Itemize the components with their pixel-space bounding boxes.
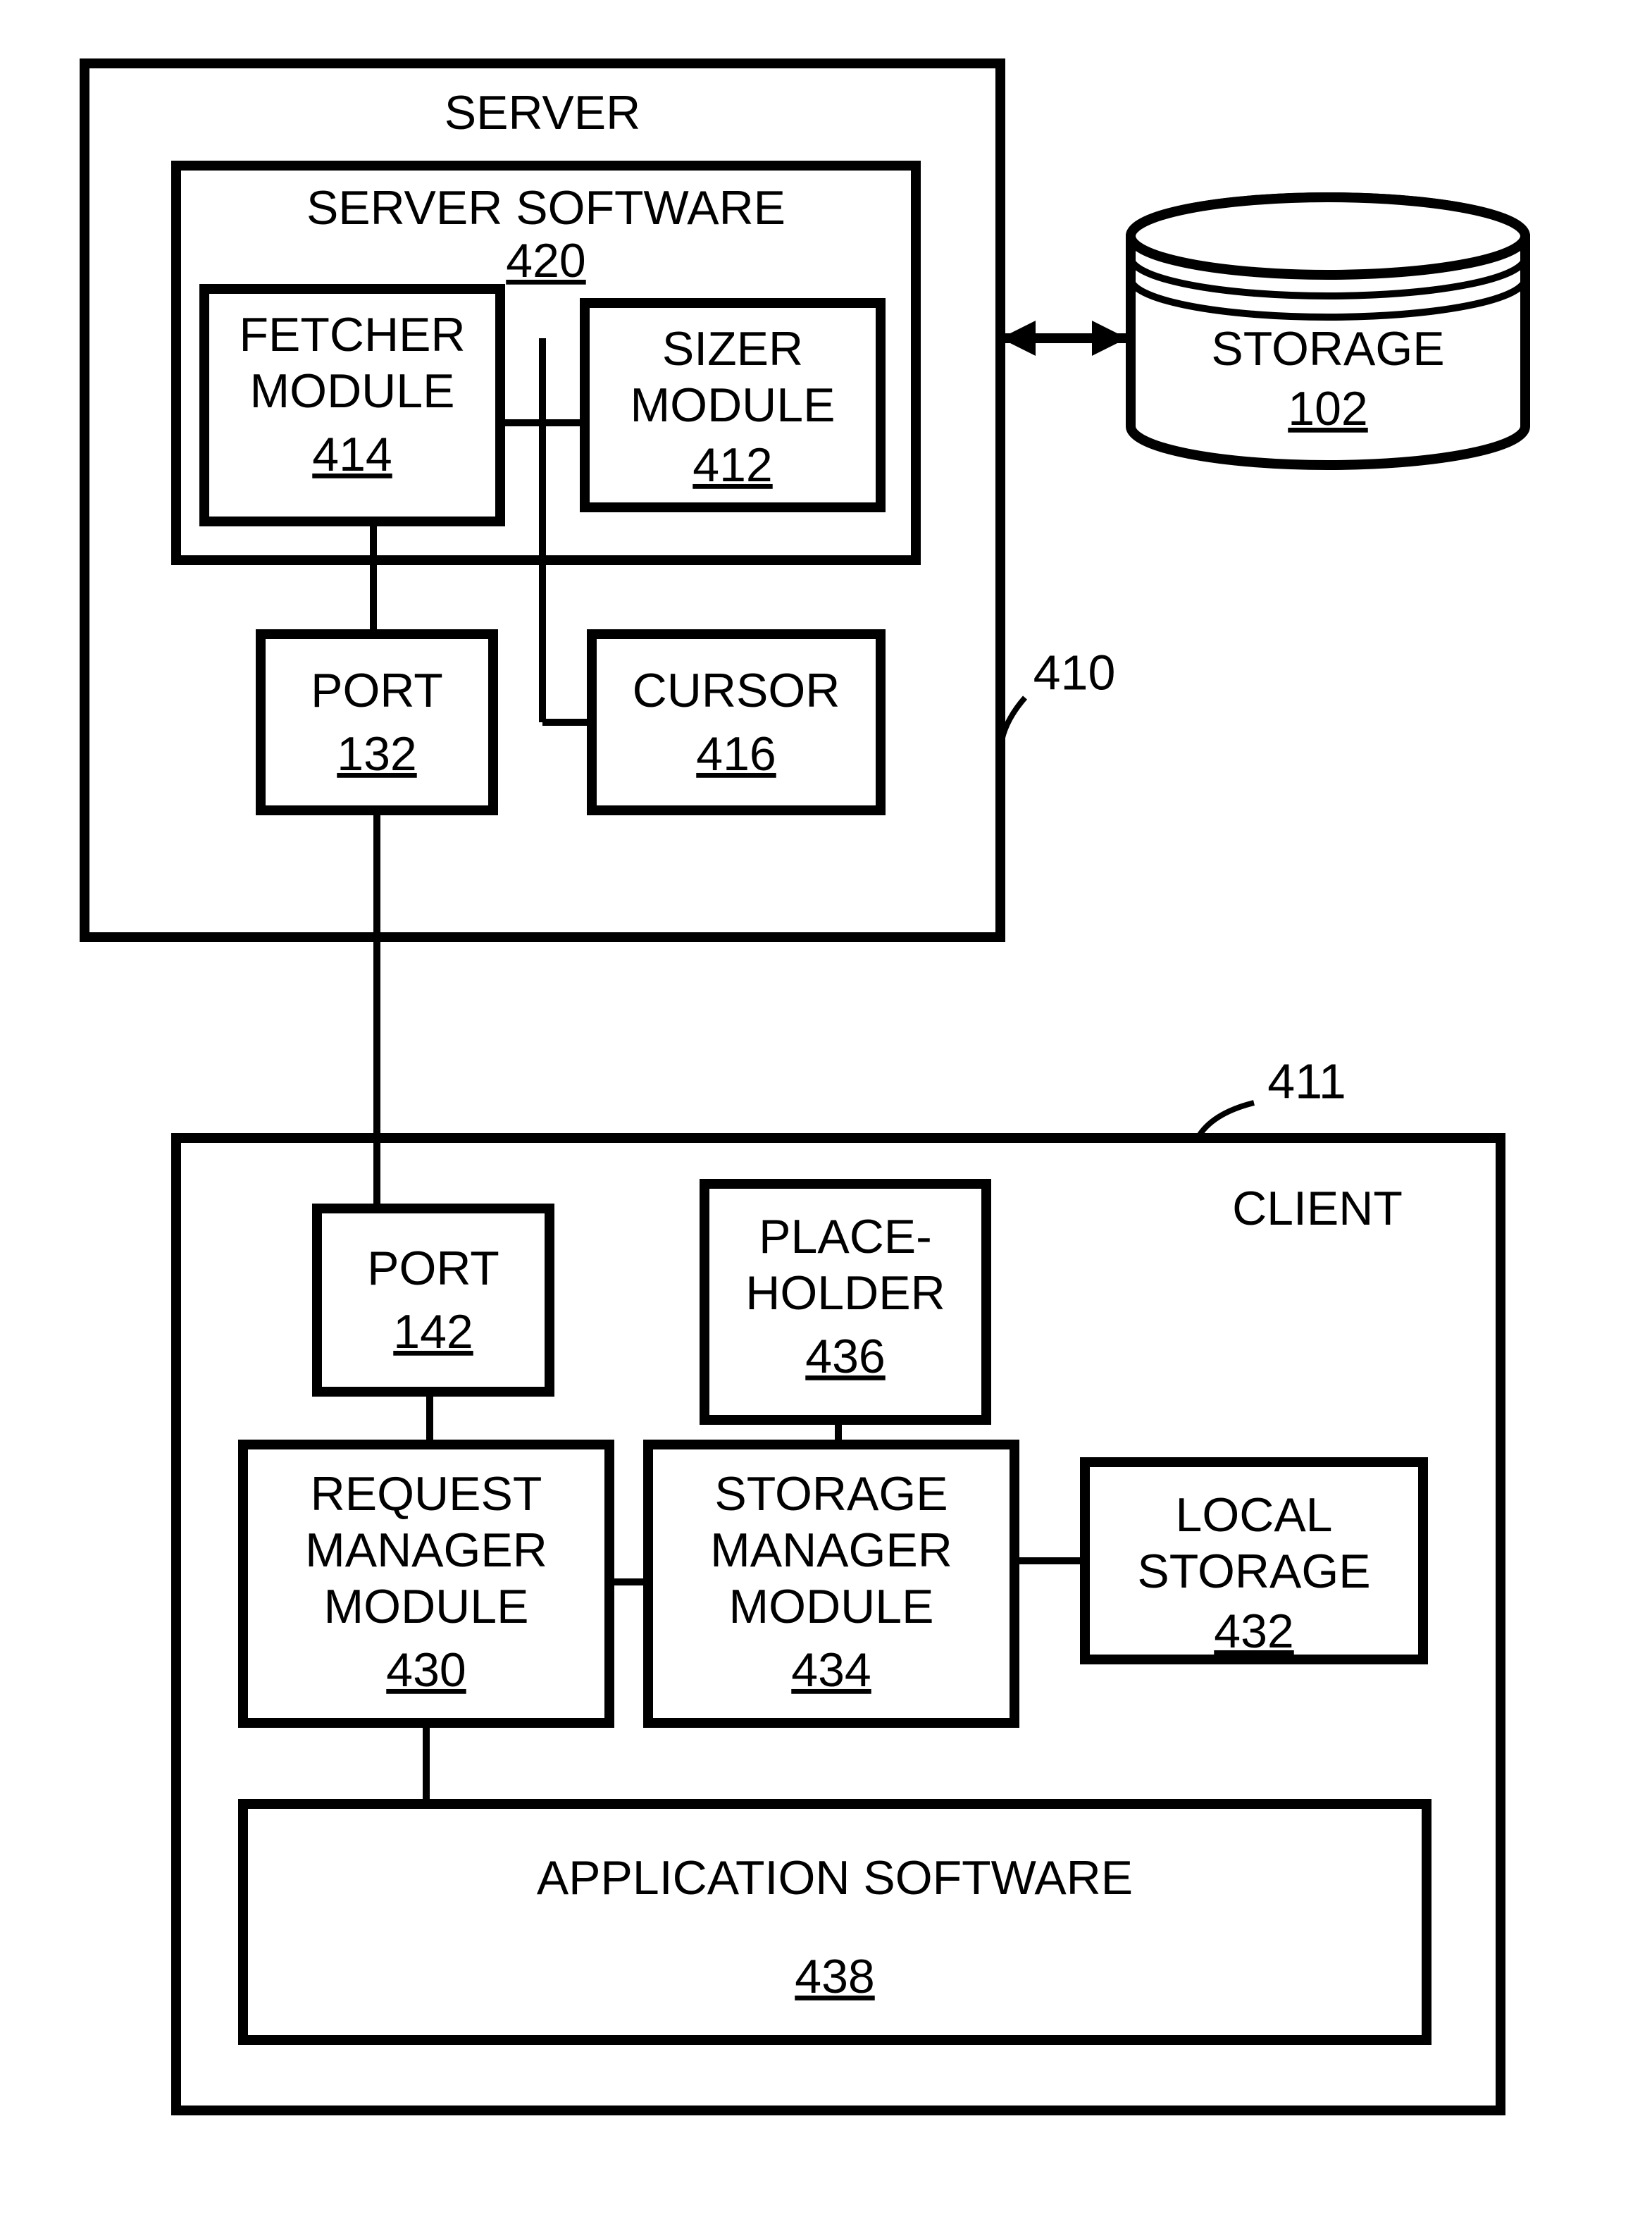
client-port-ref: 142 <box>393 1305 473 1359</box>
request-mgr-label-3: MODULE <box>324 1580 529 1633</box>
client-label: CLIENT <box>1232 1182 1403 1235</box>
arrowhead-left-icon <box>1000 321 1036 356</box>
app-software-label: APPLICATION SOFTWARE <box>537 1851 1133 1905</box>
storage-ref: 102 <box>1288 382 1367 435</box>
local-storage-ref: 432 <box>1214 1604 1293 1658</box>
server-software-label: SERVER SOFTWARE <box>306 181 785 235</box>
fetcher-ref: 414 <box>312 428 392 481</box>
storage-mgr-ref: 434 <box>791 1643 871 1697</box>
application-software-box <box>243 1804 1427 2040</box>
server-port-ref: 132 <box>337 727 416 781</box>
local-storage-label-1: LOCAL <box>1176 1488 1333 1542</box>
local-storage-label-2: STORAGE <box>1137 1545 1370 1598</box>
request-mgr-label-2: MANAGER <box>305 1523 547 1577</box>
sizer-label-1: SIZER <box>662 322 803 376</box>
cursor-label: CURSOR <box>633 664 840 717</box>
sizer-label-2: MODULE <box>631 378 836 432</box>
cursor-box <box>592 634 881 810</box>
server-port-box <box>261 634 493 810</box>
storage-label: STORAGE <box>1211 322 1444 376</box>
server-label: SERVER <box>445 86 640 140</box>
placeholder-ref: 436 <box>805 1330 885 1383</box>
placeholder-label-1: PLACE- <box>759 1210 932 1263</box>
fetcher-label-2: MODULE <box>250 364 455 418</box>
architecture-diagram: SERVER SERVER SOFTWARE 420 FETCHER MODUL… <box>0 0 1652 2226</box>
cursor-ref: 416 <box>696 727 776 781</box>
server-software-ref: 420 <box>506 234 585 287</box>
request-mgr-ref: 430 <box>386 1643 466 1697</box>
fetcher-label-1: FETCHER <box>239 308 465 361</box>
request-mgr-label-1: REQUEST <box>311 1467 542 1521</box>
client-port-label: PORT <box>367 1242 499 1295</box>
arrowhead-right-icon <box>1092 321 1127 356</box>
placeholder-label-2: HOLDER <box>745 1266 945 1320</box>
client-port-box <box>317 1208 549 1392</box>
storage-mgr-label-3: MODULE <box>729 1580 934 1633</box>
app-software-ref: 438 <box>795 1950 874 2003</box>
sizer-ref: 412 <box>693 438 772 492</box>
storage-mgr-label-1: STORAGE <box>714 1467 948 1521</box>
server-port-label: PORT <box>311 664 443 717</box>
client-ref-label: 411 <box>1267 1053 1346 1108</box>
server-ref-label: 410 <box>1033 645 1116 700</box>
storage-mgr-label-2: MANAGER <box>710 1523 952 1577</box>
